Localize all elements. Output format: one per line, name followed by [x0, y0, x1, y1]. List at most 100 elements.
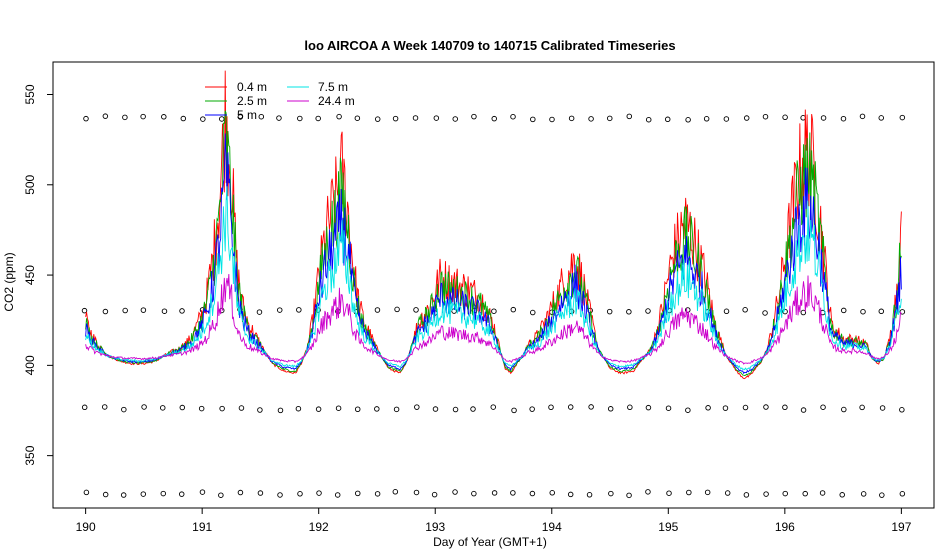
reference-point: [666, 490, 672, 496]
reference-point: [355, 490, 361, 497]
reference-point: [490, 404, 497, 410]
reference-point: [879, 492, 885, 498]
reference-point: [374, 491, 381, 497]
reference-point: [452, 406, 459, 413]
reference-point: [102, 491, 109, 498]
reference-point: [510, 306, 517, 313]
y-tick-label: 550: [23, 84, 37, 104]
reference-point: [122, 114, 128, 121]
reference-point: [878, 115, 885, 121]
reference-point: [549, 116, 555, 123]
reference-point: [626, 113, 633, 120]
reference-point: [470, 406, 476, 412]
reference-point: [626, 492, 632, 499]
reference-point: [878, 308, 885, 315]
reference-point: [276, 307, 283, 313]
reference-point: [256, 309, 263, 315]
reference-point: [81, 404, 88, 411]
reference-point: [297, 491, 303, 497]
reference-point: [433, 115, 440, 121]
reference-point: [763, 491, 769, 497]
reference-point: [724, 490, 731, 496]
reference-point: [296, 307, 302, 313]
reference-point: [879, 405, 886, 411]
x-tick-label: 197: [891, 520, 911, 534]
reference-point: [588, 116, 594, 122]
reference-point: [295, 405, 302, 412]
reference-point: [606, 308, 613, 315]
reference-point: [782, 404, 788, 411]
reference-point: [413, 489, 420, 496]
reference-point: [840, 307, 847, 314]
reference-point: [860, 308, 866, 315]
reference-point: [161, 308, 168, 314]
series-line: [85, 186, 902, 371]
reference-point: [723, 308, 730, 315]
reference-point: [567, 491, 574, 498]
reference-point: [413, 307, 419, 313]
reference-point: [762, 113, 769, 120]
reference-point: [800, 407, 807, 413]
reference-point: [277, 407, 284, 414]
reference-point: [161, 114, 167, 120]
reference-point: [141, 404, 147, 410]
reference-point: [491, 115, 497, 122]
reference-point: [238, 405, 245, 411]
reference-point: [859, 404, 865, 411]
reference-point: [392, 115, 399, 122]
reference-point: [258, 113, 265, 120]
reference-point: [588, 404, 594, 410]
reference-point: [297, 115, 303, 122]
reference-point: [607, 115, 613, 122]
reference-point: [704, 489, 711, 496]
reference-point: [723, 116, 730, 122]
reference-point: [665, 405, 672, 411]
y-tick-label: 400: [23, 355, 37, 375]
reference-point: [782, 308, 788, 315]
reference-point: [686, 489, 692, 496]
reference-point: [529, 490, 536, 497]
x-tick-label: 191: [192, 520, 212, 534]
reference-point: [392, 489, 399, 495]
reference-point: [452, 116, 459, 122]
reference-point: [237, 114, 244, 120]
reference-point: [860, 491, 867, 497]
reference-point: [336, 113, 342, 120]
reference-point: [432, 406, 439, 412]
reference-point: [101, 404, 108, 410]
x-tick-label: 194: [542, 520, 562, 534]
reference-point: [510, 490, 516, 496]
y-axis-label: CO2 (ppm): [2, 252, 16, 311]
reference-point: [899, 114, 906, 121]
reference-point: [802, 490, 808, 497]
chart-title: loo AIRCOA A Week 140709 to 140715 Calib…: [304, 38, 675, 53]
legend-label: 5 m: [237, 108, 257, 122]
reference-point: [160, 490, 167, 497]
reference-point: [471, 490, 477, 497]
y-tick-label: 350: [23, 445, 37, 465]
reference-point: [354, 406, 361, 413]
reference-point: [529, 406, 535, 412]
reference-point: [179, 308, 185, 314]
reference-point: [800, 309, 807, 316]
reference-point: [412, 115, 419, 121]
reference-point: [782, 114, 788, 121]
reference-point: [431, 491, 438, 498]
reference-point: [315, 406, 322, 412]
series-lines-group: [85, 70, 902, 380]
reference-point: [81, 307, 88, 314]
reference-point: [218, 492, 224, 498]
reference-point: [354, 115, 361, 121]
legend-label: 7.5 m: [318, 80, 348, 94]
reference-point: [763, 404, 769, 410]
reference-point: [374, 116, 381, 122]
reference-point: [568, 115, 575, 122]
reference-point: [820, 115, 827, 121]
reference-point: [530, 116, 536, 123]
reference-point: [140, 307, 147, 313]
reference-point: [315, 115, 321, 122]
reference-point: [102, 308, 109, 315]
reference-point: [664, 116, 671, 123]
